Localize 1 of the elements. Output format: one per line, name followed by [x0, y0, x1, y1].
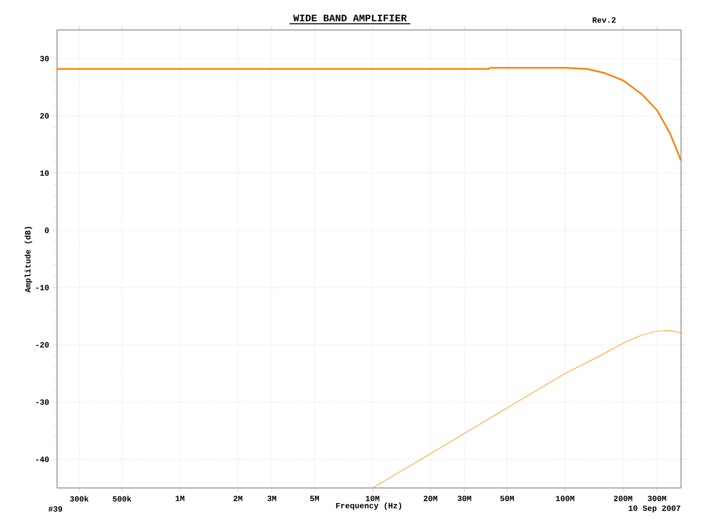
chart-title: WIDE BAND AMPLIFIER: [293, 14, 407, 22]
